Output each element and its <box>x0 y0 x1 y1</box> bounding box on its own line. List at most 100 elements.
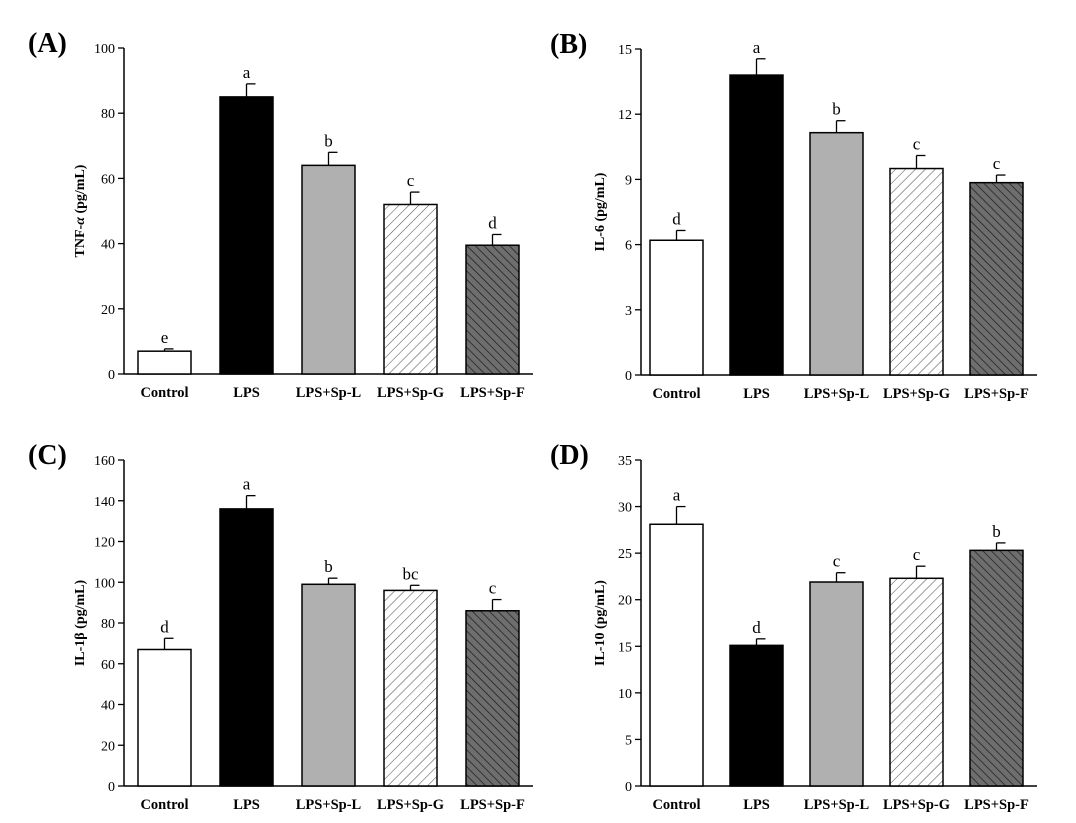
y-tick-label: 3 <box>625 304 632 319</box>
bar-lps-sp-l <box>301 164 356 375</box>
y-tick-label: 35 <box>618 454 632 469</box>
significance-lps-sp-l: b <box>832 100 841 119</box>
chart-il-10-svg: (D) IL-10 (pg/mL) 0 5 10 15 20 25 30 35 a Control d L… <box>550 440 1037 813</box>
x-tick-label-control: Control <box>140 385 188 401</box>
x-tick-label-lps-sp-f: LPS+Sp-F <box>964 386 1029 402</box>
bar-lps-sp-g <box>889 167 944 376</box>
y-tick-label: 140 <box>94 495 115 510</box>
y-tick-label: 15 <box>618 43 632 58</box>
y-tick-label: 6 <box>625 239 632 254</box>
significance-lps-sp-g: c <box>407 171 415 190</box>
significance-control: a <box>673 486 681 505</box>
y-axis-title-part-0: IL-1β (pg/mL) <box>73 580 88 667</box>
significance-lps-sp-f: c <box>489 579 497 598</box>
x-tick-label-lps-sp-f: LPS+Sp-F <box>964 797 1029 813</box>
y-tick-label: 0 <box>625 780 632 795</box>
y-tick-label: 10 <box>618 687 632 702</box>
y-tick-label: 100 <box>94 42 115 57</box>
bar-lps-sp-g <box>383 589 438 787</box>
y-tick-label: 5 <box>625 733 632 748</box>
x-tick-label-lps-sp-g: LPS+Sp-G <box>883 386 950 402</box>
bar-lps <box>729 644 784 787</box>
y-tick-label: 20 <box>101 739 115 754</box>
x-tick-label-control: Control <box>652 386 700 402</box>
y-axis-title: IL-6 (pg/mL) <box>593 172 608 251</box>
x-tick-label-lps-sp-g: LPS+Sp-G <box>377 797 444 813</box>
x-tick-label-lps-sp-g: LPS+Sp-G <box>377 385 444 401</box>
panel-label: (B) <box>550 29 587 60</box>
y-tick-label: 0 <box>108 780 115 795</box>
chart-tnf-alpha-svg: (A) TNF-α (pg/mL) 0 20 40 60 80 100 e Control a LPS… <box>28 28 533 401</box>
panel-label: (A) <box>28 28 67 59</box>
bar-lps-sp-l <box>809 581 864 787</box>
y-tick-label: 40 <box>101 238 115 253</box>
y-tick-label: 100 <box>94 576 115 591</box>
x-tick-label-control: Control <box>140 797 188 813</box>
panel-label: (C) <box>28 440 67 471</box>
y-axis-title: TNF-α (pg/mL) <box>73 164 88 257</box>
bar-control <box>137 648 192 787</box>
significance-lps: a <box>753 38 761 57</box>
y-tick-label: 30 <box>618 501 632 516</box>
significance-control: e <box>161 328 169 347</box>
significance-lps-sp-g: bc <box>402 564 419 583</box>
y-axis-title: IL-10 (pg/mL) <box>593 580 608 666</box>
bar-lps-sp-g <box>889 577 944 787</box>
panel-il-10: (D) IL-10 (pg/mL) 0 5 10 15 20 25 30 35 a Control d L… <box>520 411 1076 823</box>
significance-lps-sp-f: d <box>488 213 497 232</box>
panel-label: (D) <box>550 440 589 471</box>
bar-control <box>137 350 192 375</box>
y-tick-label: 9 <box>625 173 632 188</box>
bar-lps-sp-l <box>301 583 356 787</box>
x-tick-label-lps: LPS <box>743 797 770 813</box>
bar-lps-sp-f <box>969 181 1024 376</box>
y-tick-label: 0 <box>108 368 115 383</box>
y-tick-label: 0 <box>625 369 632 384</box>
y-axis-title-part-2: (pg/mL) <box>73 164 88 217</box>
significance-lps: a <box>243 475 251 494</box>
significance-lps-sp-f: c <box>993 154 1001 173</box>
y-tick-label: 20 <box>618 594 632 609</box>
panel-il-1beta: (C) IL-1β (pg/mL) 0 20 40 60 80 100 120 140 160 d Co… <box>0 411 538 823</box>
chart-il-1beta-svg: (C) IL-1β (pg/mL) 0 20 40 60 80 100 120 140 160 d Co… <box>28 440 533 813</box>
chart-il-6-svg: (B) IL-6 (pg/mL) 0 3 6 9 12 15 d Control a LPS b LPS+… <box>550 29 1037 402</box>
y-tick-label: 15 <box>618 640 632 655</box>
significance-lps-sp-l: b <box>324 557 333 576</box>
y-tick-label: 120 <box>94 536 115 551</box>
bar-lps <box>729 74 784 376</box>
bar-lps-sp-l <box>809 131 864 376</box>
bar-control <box>649 239 704 376</box>
significance-lps-sp-l: c <box>833 552 841 571</box>
x-tick-label-lps-sp-l: LPS+Sp-L <box>296 385 362 401</box>
y-tick-label: 40 <box>101 699 115 714</box>
y-tick-label: 12 <box>618 108 632 123</box>
significance-lps-sp-l: b <box>324 131 333 150</box>
y-axis-title-part-0: TNF- <box>73 224 88 257</box>
x-tick-label-lps-sp-l: LPS+Sp-L <box>804 797 870 813</box>
x-tick-label-lps: LPS <box>743 386 770 402</box>
bar-lps-sp-f <box>465 610 520 787</box>
significance-lps: d <box>752 618 761 637</box>
y-axis-title-part-1: α <box>73 217 88 225</box>
x-tick-label-lps-sp-g: LPS+Sp-G <box>883 797 950 813</box>
significance-lps-sp-g: c <box>913 134 921 153</box>
x-tick-label-control: Control <box>652 797 700 813</box>
y-tick-label: 80 <box>101 107 115 122</box>
bar-lps-sp-f <box>969 549 1024 787</box>
y-tick-label: 160 <box>94 454 115 469</box>
y-tick-label: 20 <box>101 303 115 318</box>
y-axis-title: IL-1β (pg/mL) <box>73 580 88 667</box>
y-axis-title-part-0: IL-10 (pg/mL) <box>593 580 608 666</box>
bar-lps <box>219 508 274 787</box>
significance-control: d <box>160 617 169 636</box>
x-tick-label-lps-sp-f: LPS+Sp-F <box>460 797 525 813</box>
significance-lps-sp-f: b <box>992 522 1001 541</box>
panel-il-6: (B) IL-6 (pg/mL) 0 3 6 9 12 15 d Control a LPS b LPS+… <box>520 0 1076 412</box>
x-tick-label-lps-sp-f: LPS+Sp-F <box>460 385 525 401</box>
bar-lps-sp-g <box>383 203 438 375</box>
bar-lps-sp-f <box>465 244 520 375</box>
y-tick-label: 80 <box>101 617 115 632</box>
y-tick-label: 25 <box>618 547 632 562</box>
bar-lps <box>219 96 274 375</box>
x-tick-label-lps: LPS <box>233 797 260 813</box>
